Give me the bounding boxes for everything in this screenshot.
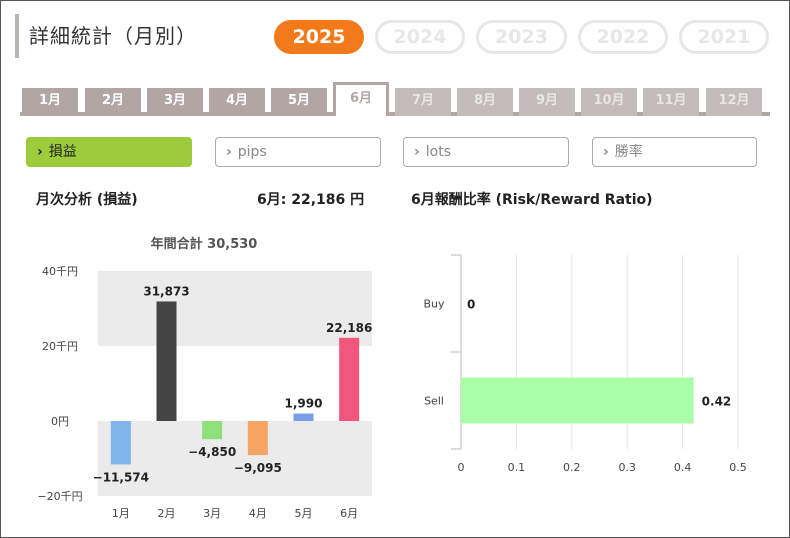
bar-value-label: 0 <box>467 298 475 312</box>
y-tick-label: 40千円 <box>42 265 78 278</box>
metric-winrate-label: 勝率 <box>614 144 643 160</box>
monthly-analysis-title: 月次分析 (損益) <box>36 192 138 208</box>
x-tick-label: 6月 <box>340 507 358 520</box>
bar-value-label: 0.42 <box>702 395 732 409</box>
x-tick-label: 4月 <box>249 507 267 520</box>
month-profit-summary: 6月: 22,186 円 <box>257 192 365 208</box>
bar-value-label: −11,574 <box>93 470 149 484</box>
metric-pips-label: pips <box>237 144 267 160</box>
x-tick-label: 0.2 <box>563 461 581 474</box>
bar-5月[interactable] <box>293 413 314 421</box>
x-tick-label: 0.1 <box>508 461 526 474</box>
month-tabs: 1月 2月 3月 4月 5月 6月 7月 8月 9月 10月 11月 12月 <box>20 82 770 118</box>
risk-reward-title: 6月報酬比率 (Risk/Reward Ratio) <box>411 192 653 208</box>
grid-band <box>98 346 372 421</box>
month-tab-7[interactable]: 7月 <box>395 88 451 116</box>
x-tick-label: 3月 <box>203 507 221 520</box>
x-tick-label: 5月 <box>295 507 313 520</box>
y-tick-label: 20千円 <box>42 340 78 353</box>
y-tick-label: 0円 <box>51 415 69 428</box>
chevron-right-icon: › <box>226 144 232 160</box>
metric-winrate-button[interactable]: › 勝率 <box>592 137 757 167</box>
metric-profit-button[interactable]: › 損益 <box>26 137 192 167</box>
month-tab-5[interactable]: 5月 <box>271 88 327 116</box>
year-tab-2022[interactable]: 2022 <box>578 20 668 54</box>
year-tab-2025[interactable]: 2025 <box>274 20 364 54</box>
bar-value-label: 31,873 <box>143 284 189 298</box>
chevron-right-icon: › <box>603 144 609 160</box>
bar-value-label: 1,990 <box>285 397 323 411</box>
monthly-profit-chart: 年間合計 30,530 40千円 20千円 0円 −20千円 −11,574 1月 31,8… <box>37 236 372 520</box>
bar-6月[interactable] <box>339 337 360 421</box>
grid-band <box>98 421 372 496</box>
metric-lots-button[interactable]: › lots <box>403 137 569 167</box>
bar-1月[interactable] <box>110 421 131 465</box>
year-tab-2021[interactable]: 2021 <box>679 20 769 54</box>
chevron-right-icon: › <box>414 144 420 160</box>
chevron-right-icon: › <box>37 144 43 160</box>
bar-value-label: −9,095 <box>234 461 282 475</box>
chart-title: 年間合計 30,530 <box>151 236 258 252</box>
month-tab-12[interactable]: 12月 <box>706 88 762 116</box>
month-tab-8[interactable]: 8月 <box>457 88 513 116</box>
x-tick-label: 2月 <box>158 507 176 520</box>
bar-3月[interactable] <box>202 421 223 440</box>
category-label: Buy <box>423 298 445 311</box>
page-title: 詳細統計（月別） <box>15 14 197 58</box>
category-label: Sell <box>424 395 444 408</box>
month-tab-3[interactable]: 3月 <box>147 88 203 116</box>
risk-reward-chart: 0 0.1 0.2 0.3 0.4 0.5 Buy 0 Sell 0.42 <box>423 254 747 474</box>
grid-band <box>98 271 372 346</box>
year-tab-2024[interactable]: 2024 <box>375 20 465 54</box>
month-tab-2[interactable]: 2月 <box>85 88 141 116</box>
month-tab-10[interactable]: 10月 <box>581 88 637 116</box>
bar-value-label: 22,186 <box>326 321 372 335</box>
month-tab-1[interactable]: 1月 <box>22 88 78 116</box>
x-tick-label: 0.3 <box>618 461 636 474</box>
bar-Sell[interactable] <box>461 377 694 424</box>
y-tick-label: −20千円 <box>37 490 82 503</box>
metric-pips-button[interactable]: › pips <box>215 137 381 167</box>
x-tick-label: 0 <box>458 461 465 474</box>
metric-lots-label: lots <box>425 144 452 160</box>
x-tick-label: 0.5 <box>729 461 747 474</box>
x-tick-label: 0.4 <box>674 461 692 474</box>
bar-2月[interactable] <box>156 301 177 421</box>
month-tab-11[interactable]: 11月 <box>643 88 699 116</box>
bar-value-label: −4,850 <box>188 445 236 459</box>
metric-profit-label: 損益 <box>48 144 77 160</box>
x-tick-label: 1月 <box>112 507 130 520</box>
month-tab-6[interactable]: 6月 <box>333 82 389 116</box>
bar-4月[interactable] <box>247 421 268 456</box>
month-tab-4[interactable]: 4月 <box>209 88 265 116</box>
month-tab-9[interactable]: 9月 <box>519 88 575 116</box>
year-tab-2023[interactable]: 2023 <box>476 20 567 54</box>
